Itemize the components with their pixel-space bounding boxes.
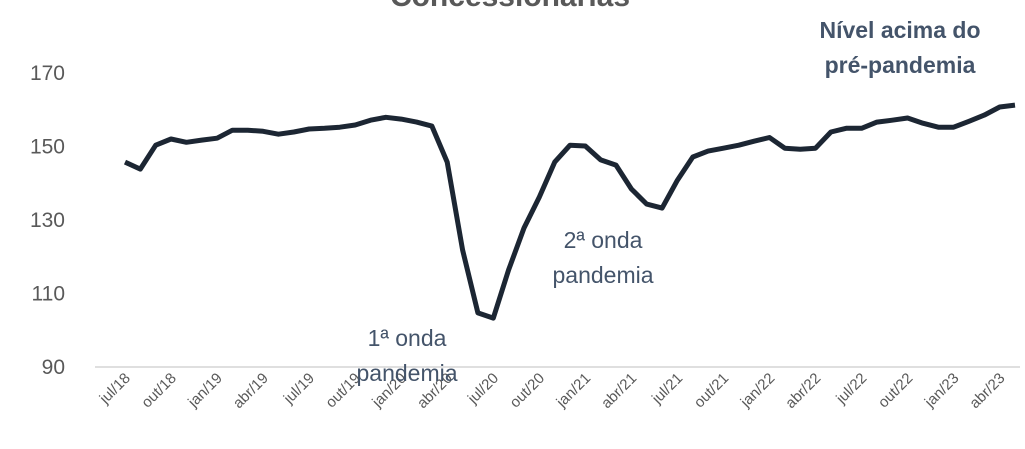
x-tick-label: abr/22 [782,370,824,412]
x-tick-label: out/20 [507,370,549,412]
x-tick-label: abr/19 [230,370,272,412]
x-tick-label: jan/22 [737,370,779,412]
x-tick-label: jan/23 [921,370,963,412]
annotation: 1ª onda [368,325,447,351]
x-tick-label: jan/19 [184,370,226,412]
annotation: 2ª onda [564,227,643,253]
annotation: pandemia [356,360,457,386]
y-tick-label: 170 [30,62,65,85]
x-tick-label: jul/19 [280,370,318,408]
x-tick-label: jul/20 [464,370,502,408]
y-tick-label: 90 [42,356,65,379]
y-tick-label: 110 [32,282,65,305]
x-tick-label: out/18 [138,370,180,412]
x-tick-label: jul/18 [96,370,134,408]
chart-title: Concessionárias [390,0,630,13]
data-line [123,102,1016,321]
x-tick-label: abr/21 [598,370,640,412]
annotation: Nível acima do [819,17,980,43]
x-tick-label: out/21 [691,370,733,412]
x-tick-label: abr/23 [966,370,1008,412]
annotation: pré-pandemia [825,52,976,78]
x-tick-label: jan/21 [553,370,595,412]
y-tick-label: 130 [30,209,65,232]
x-tick-label: jul/21 [648,370,686,408]
annotation: pandemia [552,262,653,288]
x-tick-label: out/22 [875,370,917,412]
y-tick-label: 150 [30,135,65,158]
x-tick-label: jul/22 [832,370,870,408]
